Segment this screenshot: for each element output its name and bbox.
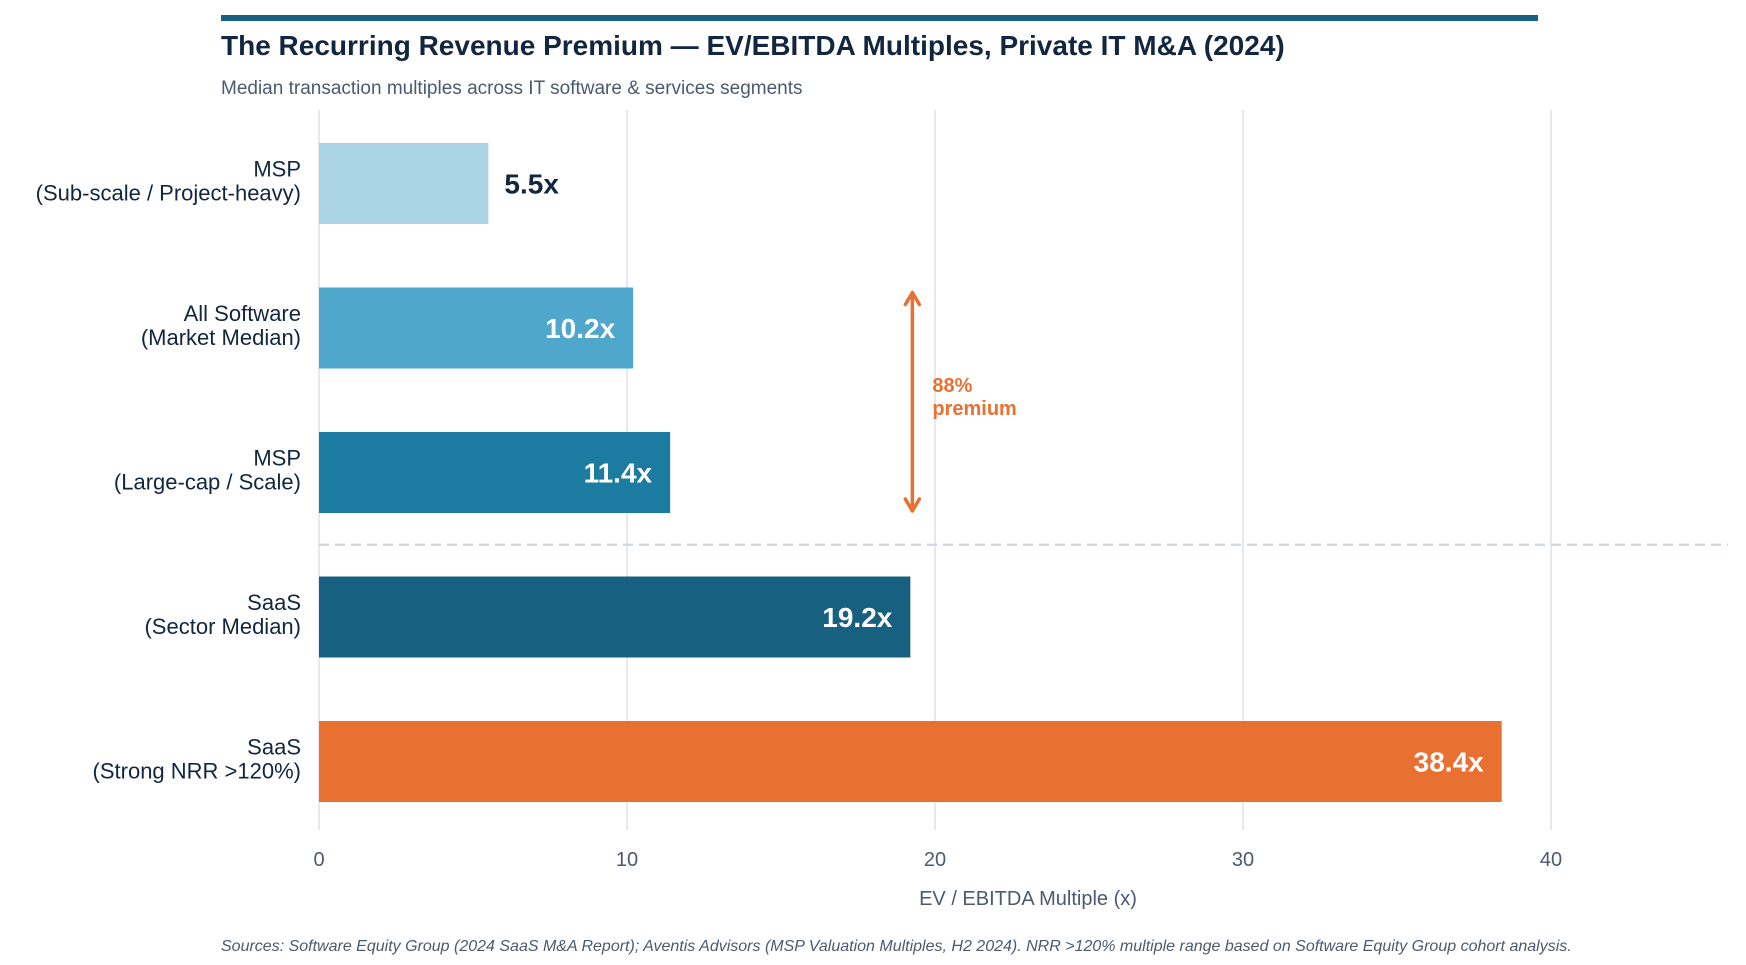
bar	[319, 721, 1502, 802]
data-label: 11.4x	[584, 458, 653, 489]
value-labels: 5.5x 10.2x 11.4x 19.2x 38.4x	[504, 169, 1484, 778]
category-label: SaaS	[247, 735, 301, 760]
chart-title: The Recurring Revenue Premium — EV/EBITD…	[221, 30, 1285, 61]
annotation-percent: 88%	[932, 375, 972, 397]
category-label: MSP	[253, 157, 301, 182]
x-tick-label: 20	[924, 849, 946, 871]
category-label: (Sector Median)	[144, 614, 301, 639]
sources-footnote: Sources: Software Equity Group (2024 Saa…	[221, 938, 1572, 955]
bar	[319, 576, 911, 658]
category-label: SaaS	[247, 590, 301, 615]
category-label: MSP	[253, 446, 301, 471]
x-tick-label: 10	[616, 849, 638, 871]
category-label: (Sub-scale / Project-heavy)	[36, 181, 301, 206]
category-labels: MSP(Sub-scale / Project-heavy)All Softwa…	[36, 157, 301, 784]
category-label: All Software	[184, 301, 301, 326]
arrow-down-icon	[903, 497, 922, 513]
chart-subtitle: Median transaction multiples across IT s…	[221, 78, 803, 99]
data-label: 38.4x	[1414, 747, 1484, 778]
bar	[319, 432, 671, 513]
x-tick-label: 40	[1540, 849, 1562, 871]
x-axis-title: EV / EBITDA Multiple (x)	[919, 888, 1137, 910]
premium-annotation: 88%premium	[903, 290, 1017, 513]
data-label: 5.5x	[504, 169, 559, 200]
bars	[319, 143, 1502, 802]
arrow-up-icon	[903, 290, 922, 307]
data-label: 10.2x	[545, 313, 615, 344]
category-label: (Strong NRR >120%)	[93, 759, 301, 784]
annotation-word: premium	[932, 398, 1016, 420]
x-tick-labels: 0 10 20 30 40	[313, 849, 1562, 871]
category-label: (Market Median)	[141, 325, 301, 350]
title-accent-rule	[221, 15, 1538, 21]
bar	[319, 287, 634, 369]
bar	[319, 143, 489, 224]
x-tick-label: 30	[1232, 849, 1254, 871]
data-label: 19.2x	[822, 602, 892, 633]
category-label: (Large-cap / Scale)	[114, 470, 301, 495]
x-tick-label: 0	[313, 849, 324, 871]
